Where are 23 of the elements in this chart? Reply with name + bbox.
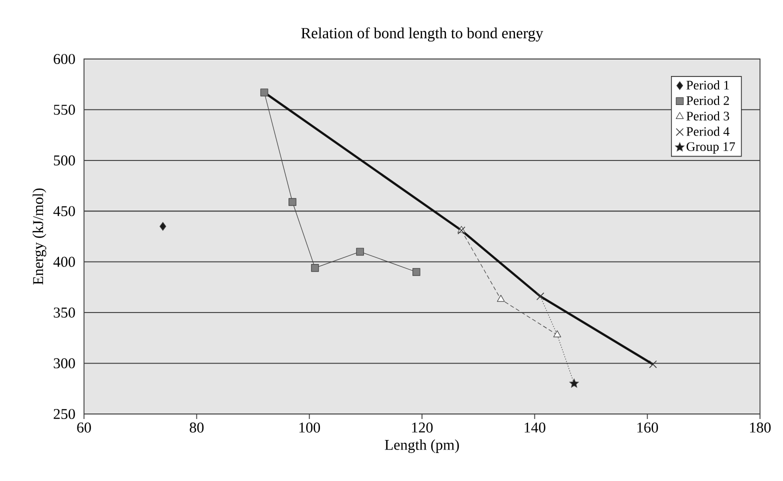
y-tick-label: 550 [54, 104, 75, 115]
x-tick-label: 80 [190, 422, 204, 433]
legend-label: Period 3 [686, 111, 730, 120]
chart-title: Relation of bond length to bond energy [301, 27, 544, 42]
x-tick-label: 180 [750, 422, 771, 433]
x-tick-label: 60 [77, 422, 91, 433]
x-axis-title: Length (pm) [384, 439, 459, 453]
y-tick-label: 350 [54, 308, 75, 318]
legend-label: Period 1 [686, 80, 729, 90]
x-tick-label: 120 [412, 422, 433, 433]
y-tick-label: 300 [54, 358, 75, 368]
x-tick-label: 140 [524, 422, 546, 433]
y-tick-label: 400 [53, 256, 75, 267]
x-tick-label: 100 [299, 422, 320, 433]
legend-label: Group 17 [686, 142, 736, 154]
y-axis-title: Energy (kJ/mol) [32, 188, 46, 285]
y-tick-label: 600 [54, 54, 75, 64]
y-tick-label: 500 [54, 155, 75, 166]
y-tick-label: 250 [54, 408, 75, 420]
y-tick-label: 450 [53, 206, 75, 216]
x-tick-label: 160 [637, 422, 658, 433]
legend-label: Period 2 [686, 96, 729, 105]
legend-label: Period 4 [686, 126, 730, 136]
